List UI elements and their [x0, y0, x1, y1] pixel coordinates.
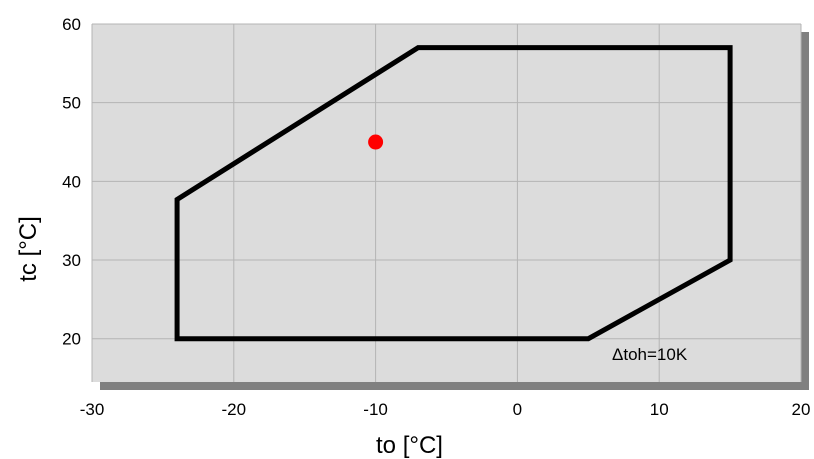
x-tick-label: -30 — [80, 400, 105, 419]
y-tick-label: 20 — [62, 330, 81, 349]
operating-envelope — [174, 45, 733, 342]
x-tick-label: 10 — [650, 400, 669, 419]
tick-labels: -30 -20 -10 0 10 20 20 30 40 50 60 — [62, 15, 810, 419]
x-tick-label: -20 — [222, 400, 247, 419]
plot-area — [92, 24, 801, 382]
x-tick-label: -10 — [363, 400, 388, 419]
x-tick-label: 20 — [792, 400, 811, 419]
y-tick-label: 30 — [62, 251, 81, 270]
dtoh-annotation: Δtoh=10K — [612, 345, 688, 364]
x-axis-title: to [°C] — [376, 432, 443, 459]
y-tick-label: 50 — [62, 94, 81, 113]
x-tick-label: 0 — [513, 400, 522, 419]
y-tick-label: 60 — [62, 15, 81, 34]
y-axis-title: tc [°C] — [15, 216, 42, 282]
operating-point — [368, 134, 384, 150]
y-tick-label: 40 — [62, 172, 81, 191]
